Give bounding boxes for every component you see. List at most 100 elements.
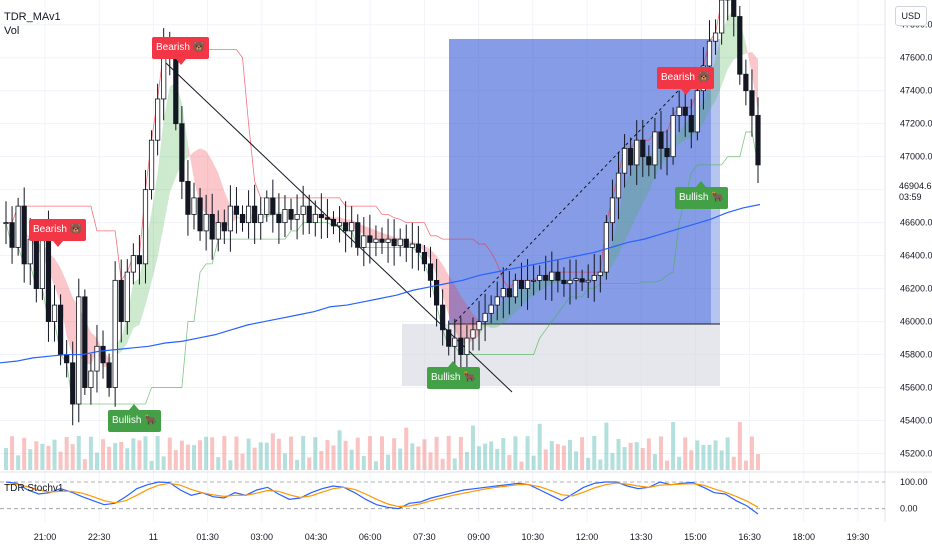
candle-body: [227, 205, 233, 232]
y-tick-label: 45600.00: [900, 383, 932, 393]
x-tick-label: 13:30: [630, 532, 653, 542]
y-tick-label: 46600.00: [900, 218, 932, 228]
candle-body: [591, 275, 597, 281]
candle-body: [743, 73, 749, 92]
volume-bar: [307, 457, 312, 470]
candle-body: [233, 205, 240, 215]
candle-body: [318, 213, 324, 219]
volume-label[interactable]: Vol: [4, 25, 20, 37]
ma-band-segment: [133, 278, 140, 329]
candle-body: [446, 329, 452, 347]
indicator-legend[interactable]: TDR_MAv1 Vol: [4, 10, 61, 38]
price-axis[interactable]: 45200.00 45400.00 45600.00 45800.00 46000.00…: [900, 20, 932, 514]
volume-bar: [665, 460, 670, 470]
ma-band-segment: [151, 173, 158, 282]
target-zone-extension: [711, 39, 720, 324]
volume-bar: [155, 436, 160, 470]
volume-bar: [367, 436, 372, 470]
candle-body: [664, 148, 670, 158]
moving-average-long: [0, 203, 761, 364]
stoch-k-line: [5, 481, 759, 515]
volume-bar: [325, 440, 330, 470]
volume-bar: [452, 458, 457, 470]
oscillator-label[interactable]: TDR Stochv1: [4, 483, 64, 494]
candle-body: [537, 275, 543, 281]
y-tick-label: 45200.00: [900, 449, 932, 459]
volume-bar: [88, 436, 93, 470]
volume-bar: [380, 436, 384, 470]
volume-bar: [446, 436, 451, 470]
volume-bar: [628, 442, 633, 470]
volume-bar: [713, 440, 718, 470]
volume-bar: [361, 456, 366, 470]
candle-body: [597, 271, 603, 276]
y-tick-label: 45800.00: [900, 350, 932, 360]
candle-body: [142, 189, 149, 265]
ma-band-segment: [333, 217, 340, 222]
volume-bar: [658, 436, 663, 470]
volume-bar: [701, 444, 706, 470]
volume-bar: [246, 438, 251, 470]
signal-label: Bullish: [679, 192, 709, 203]
volume-bar: [204, 436, 209, 470]
volume-bar: [749, 436, 754, 470]
ma-band-segment: [90, 332, 97, 365]
candle-body: [330, 218, 337, 227]
volume-bar: [34, 441, 39, 470]
volume-bar: [16, 455, 21, 470]
volume-bar: [343, 440, 348, 470]
ma-band-segment: [363, 225, 370, 238]
bullish-signal[interactable]: Bullish 🐂: [675, 181, 728, 209]
candle-body: [100, 345, 106, 364]
bearish-signal[interactable]: Bearish 🐻: [152, 37, 210, 65]
candle-body: [385, 238, 391, 243]
currency-badge[interactable]: USD: [895, 6, 927, 26]
volume-bar: [228, 460, 233, 470]
candle-body: [57, 304, 64, 355]
time-axis[interactable]: 21:00 22:30 11 01:30 03:00 04:30 06:00 07:30 09:…: [34, 532, 870, 542]
indicator-title[interactable]: TDR_MAv1: [4, 11, 61, 23]
x-tick-label: 19:30: [847, 532, 870, 542]
volume-bar: [574, 451, 579, 470]
bearish-signal[interactable]: Bearish 🐻: [657, 67, 715, 95]
volume-bar: [434, 436, 439, 470]
candle-body: [324, 217, 331, 220]
ma-band-segment: [194, 148, 201, 207]
signal-label: Bearish: [661, 72, 695, 83]
candle-body: [615, 172, 622, 199]
candle-body: [628, 148, 634, 166]
volume-bar: [464, 452, 469, 470]
ma-band-segment: [139, 245, 146, 325]
candle-body: [567, 279, 573, 285]
volume-bar: [440, 458, 445, 470]
ma-band-segment: [157, 119, 164, 258]
volume-bar: [592, 436, 597, 470]
ma-band-segment: [460, 296, 467, 345]
bearish-signal[interactable]: Bearish 🐻: [29, 219, 87, 247]
candle-body: [3, 222, 9, 225]
candle-body: [94, 345, 100, 372]
candle-body: [379, 238, 385, 243]
ma-band-segment: [630, 156, 637, 230]
candle-body: [270, 197, 276, 215]
candle-body: [482, 312, 488, 322]
volume-bar: [216, 457, 221, 470]
volume-bar: [58, 451, 63, 470]
candle-body: [391, 238, 397, 247]
volume-bar: [52, 439, 57, 470]
volume-bar: [477, 446, 482, 470]
ma-band-segment: [636, 152, 643, 216]
volume-bar: [555, 444, 560, 470]
bullish-signal[interactable]: Bullish 🐂: [427, 361, 480, 389]
candle-body: [306, 205, 312, 224]
bull-icon: 🐂: [460, 372, 476, 383]
osc-tick-label: 100.00: [900, 477, 928, 487]
candle-body: [737, 16, 743, 75]
x-tick-label: 22:30: [88, 532, 111, 542]
bullish-signal[interactable]: Bullish 🐂: [108, 404, 161, 432]
volume-bar: [70, 444, 75, 470]
candle-body: [203, 213, 209, 232]
candle-body: [373, 238, 379, 243]
x-tick-label: 09:00: [467, 532, 490, 542]
